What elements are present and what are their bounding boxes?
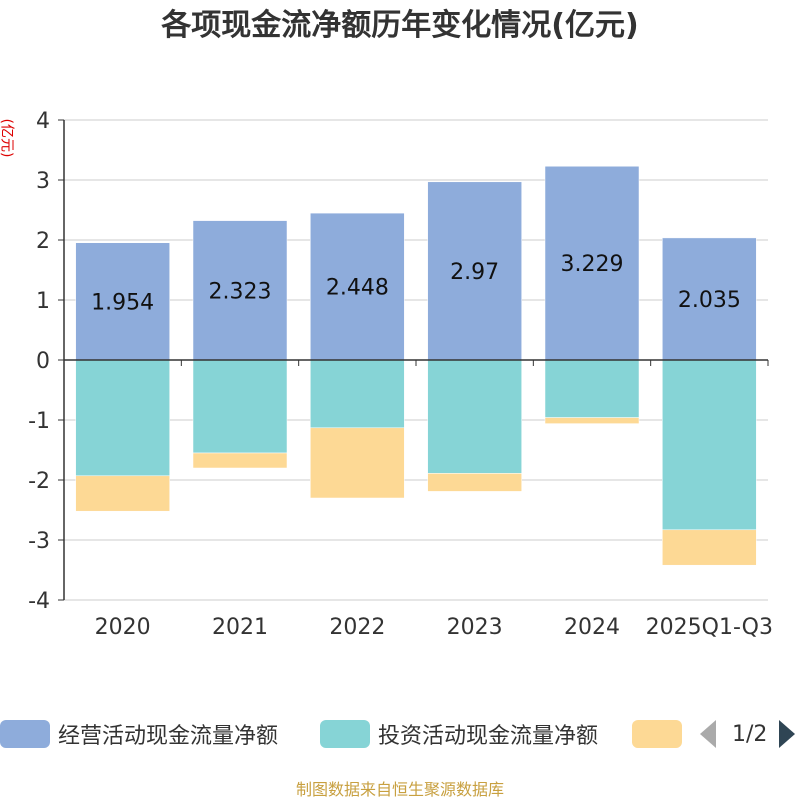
bar-value-label: 2.97 <box>450 260 499 285</box>
bar-financing <box>75 475 170 512</box>
x-tick-label: 2025Q1-Q3 <box>646 615 773 640</box>
bar-financing <box>544 417 640 424</box>
bar-value-label: 2.323 <box>209 279 272 304</box>
legend-item-financing[interactable] <box>632 716 682 752</box>
bar-operating <box>192 220 288 361</box>
y-tick-label: 3 <box>36 169 50 194</box>
legend-swatch-investing <box>320 720 370 748</box>
legend: 经营活动现金流量净额 投资活动现金流量净额 1/2 <box>0 716 800 756</box>
bar-financing <box>427 473 522 492</box>
legend-label-investing: 投资活动现金流量净额 <box>378 724 599 749</box>
legend-swatch-operating <box>0 720 50 748</box>
y-tick-label: -1 <box>28 409 50 434</box>
bar-investing <box>427 359 522 474</box>
next-page-icon[interactable] <box>779 720 796 748</box>
bar-operating <box>427 181 522 361</box>
legend-swatch-financing <box>632 720 682 748</box>
y-tick-label: 0 <box>36 349 50 374</box>
bar-financing <box>310 427 405 499</box>
x-tick-label: 2024 <box>564 615 620 640</box>
bar-investing <box>310 359 405 429</box>
x-tick-label: 2020 <box>95 615 151 640</box>
y-tick-label: 1 <box>36 289 50 314</box>
bar-value-label: 3.229 <box>561 252 624 277</box>
legend-item-investing[interactable]: 投资活动现金流量净额 <box>320 716 598 752</box>
bar-investing <box>75 359 170 477</box>
bar-investing <box>662 359 757 531</box>
bar-value-label: 2.035 <box>678 288 741 313</box>
bar-value-label: 1.954 <box>91 290 154 315</box>
prev-page-icon[interactable] <box>700 720 716 748</box>
legend-label-operating: 经营活动现金流量净额 <box>58 724 279 749</box>
bar-investing <box>192 359 288 454</box>
bar-operating <box>310 212 405 361</box>
bar-value-label: 2.448 <box>326 276 389 301</box>
bar-operating <box>544 166 640 361</box>
source-note: 制图数据来自恒生聚源数据库 <box>295 780 504 799</box>
x-tick-label: 2022 <box>329 615 385 640</box>
y-tick-label: -3 <box>28 529 50 554</box>
bar-financing <box>192 452 288 469</box>
x-tick-label: 2021 <box>212 615 268 640</box>
chart-title: 各项现金流净额历年变化情况(亿元) <box>161 8 639 43</box>
legend-pager: 1/2 <box>700 716 796 752</box>
y-tick-label: -4 <box>28 589 50 614</box>
y-tick-label: -2 <box>28 469 50 494</box>
legend-item-operating[interactable]: 经营活动现金流量净额 <box>0 716 278 752</box>
legend-page-indicator: 1/2 <box>732 721 768 747</box>
x-tick-label: 2023 <box>447 615 503 640</box>
bar-chart: 4 3 2 1 0 -1 -2 -3 -4 1.954 2020 2.323 2021 2.448 2022… <box>28 109 773 640</box>
bar-operating <box>75 242 170 361</box>
bar-investing <box>544 359 640 418</box>
bar-financing <box>662 529 757 566</box>
y-tick-label: 4 <box>36 109 50 134</box>
y-tick-label: 2 <box>36 229 50 254</box>
